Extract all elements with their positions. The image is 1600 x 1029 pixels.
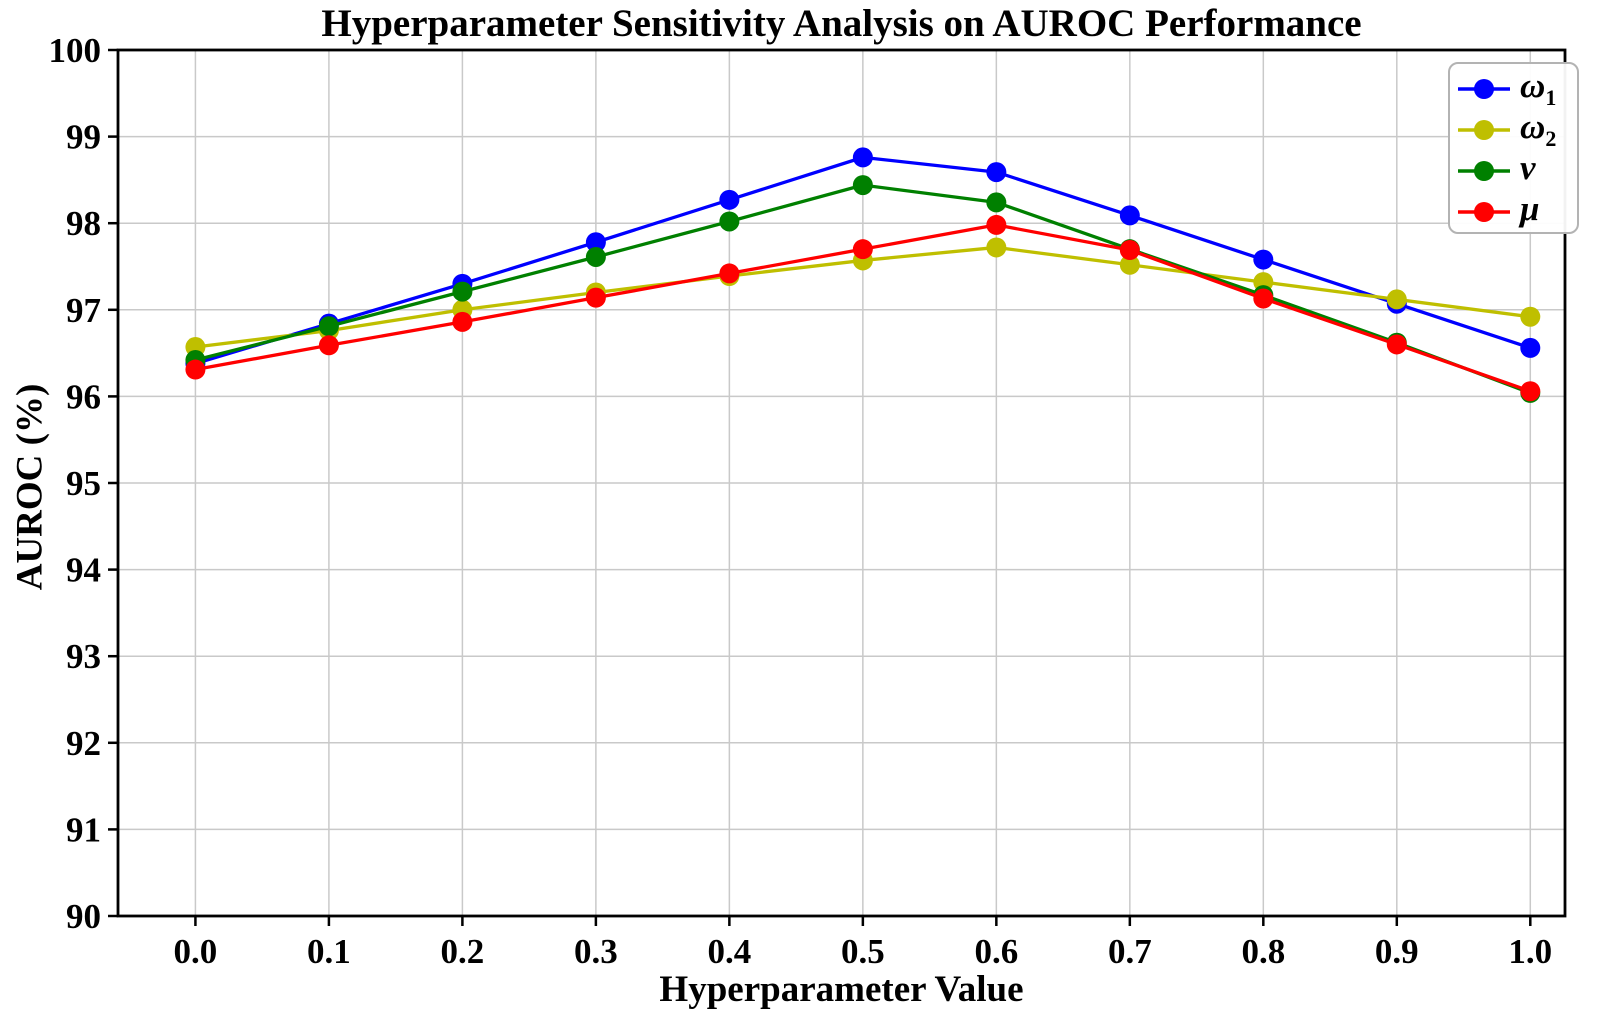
legend-item-omega2: ω2 [1456,109,1571,150]
marker-nu [986,192,1007,213]
marker-mu [452,311,473,332]
x-tick-label: 0.7 [1108,932,1152,971]
marker-nu [852,175,873,196]
marker-nu [452,281,473,302]
marker-mu [1386,334,1407,355]
x-tick-label: 0.3 [574,932,618,971]
x-tick-label: 0.0 [174,932,218,971]
x-tick-label: 0.2 [441,932,485,971]
y-tick-label: 96 [66,377,101,416]
y-tick-label: 95 [66,464,101,503]
marker-mu [986,214,1007,235]
y-tick-label: 97 [66,291,101,330]
marker-omega_2 [986,237,1007,258]
x-tick-label: 0.1 [307,932,351,971]
marker-omega_1 [986,162,1007,183]
marker-omega_2 [1386,289,1407,310]
marker-omega_1 [1119,205,1140,226]
marker-omega_1 [585,232,606,253]
marker-nu [585,246,606,267]
legend-marker-omega1-icon [1458,78,1510,99]
y-tick-label: 92 [66,724,101,763]
marker-mu [1253,288,1274,309]
y-tick-label: 90 [66,897,101,936]
legend: ω1 ω2 ν μ [1448,62,1579,234]
y-tick-label: 98 [66,204,101,243]
marker-mu [719,263,740,284]
legend-item-mu: μ [1456,191,1571,232]
x-tick-label: 0.6 [974,932,1018,971]
marker-omega_1 [1520,337,1541,358]
legend-label-nu: ν [1520,148,1536,187]
x-tick-label: 0.8 [1241,932,1285,971]
x-tick-label: 1.0 [1508,932,1552,971]
marker-mu [852,239,873,260]
y-tick-label: 99 [66,118,101,157]
legend-item-nu: ν [1456,150,1571,191]
legend-marker-nu-icon [1458,160,1510,181]
marker-nu [719,211,740,232]
marker-mu [318,335,339,356]
marker-omega_2 [1520,306,1541,327]
marker-mu [585,287,606,308]
legend-marker-mu-icon [1458,201,1510,222]
legend-marker-omega2-icon [1458,119,1510,140]
legend-label-mu: μ [1520,189,1540,228]
legend-label-omega1: ω1 [1520,66,1557,110]
chart-title: Hyperparameter Sensitivity Analysis on A… [321,2,1362,45]
marker-nu [318,316,339,337]
marker-omega_1 [719,189,740,210]
marker-omega_2 [1119,254,1140,275]
legend-label-omega2: ω2 [1520,107,1557,151]
marker-mu [1119,240,1140,261]
x-tick-label: 0.4 [707,932,751,971]
y-tick-label: 100 [49,31,102,70]
marker-mu [185,359,206,380]
legend-item-omega1: ω1 [1456,68,1571,109]
marker-omega_1 [1253,249,1274,270]
plot-border [116,48,1567,918]
x-tick-label: 0.5 [841,932,885,971]
marker-mu [1520,381,1541,402]
y-tick-label: 94 [66,551,101,590]
x-tick-label: 0.9 [1375,932,1419,971]
x-axis-label: Hyperparameter Value [659,969,1024,1010]
y-tick-label: 91 [66,810,101,849]
marker-omega_1 [852,147,873,168]
y-tick-label: 93 [66,637,101,676]
